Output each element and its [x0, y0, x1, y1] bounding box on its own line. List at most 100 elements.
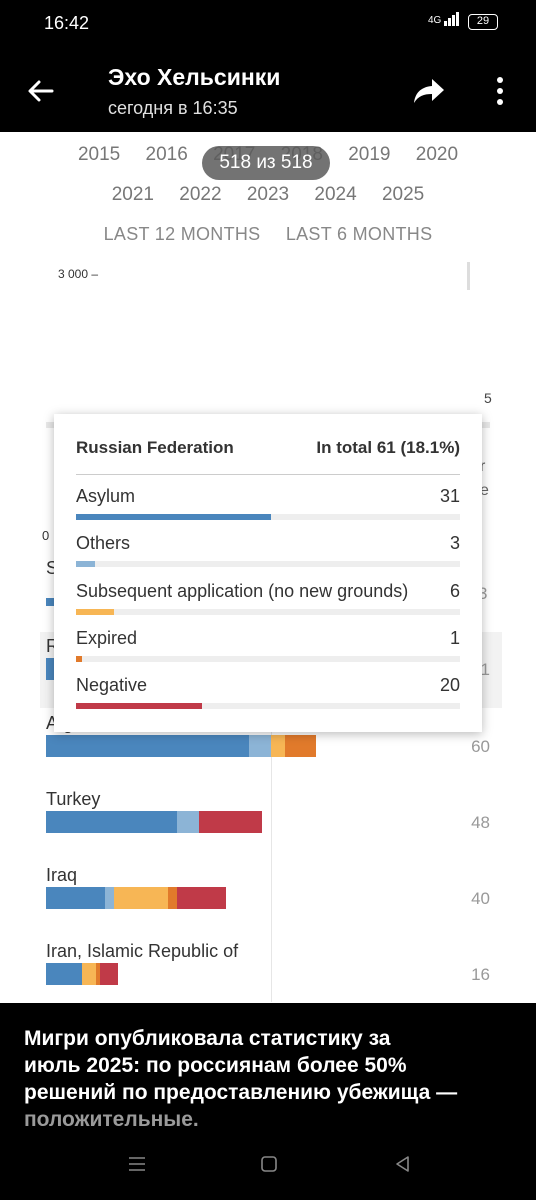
tooltip-fill — [76, 609, 114, 615]
period-last-12-months[interactable]: LAST 12 MONTHS — [103, 224, 261, 244]
axis-line — [467, 262, 470, 290]
year-option[interactable]: 2021 — [111, 184, 155, 205]
tooltip-track — [76, 703, 460, 709]
row-label: Iran, Islamic Republic of — [46, 941, 239, 961]
bar-segment-subsequent[interactable] — [113, 887, 168, 909]
tooltip-item: Negative 20 — [76, 675, 460, 715]
stacked-bar[interactable] — [46, 963, 118, 985]
tooltip-fill — [76, 656, 83, 662]
partial-text: 3 — [478, 584, 488, 603]
status-time: 16:42 — [44, 13, 90, 33]
tooltip-track — [76, 656, 460, 662]
bar-segment-subsequent[interactable] — [271, 735, 285, 757]
image-counter: 518 из 518 — [202, 146, 330, 180]
tooltip-fill — [76, 561, 95, 567]
bar-segment-expired[interactable] — [284, 735, 316, 757]
period-last-6-months[interactable]: LAST 6 MONTHS — [285, 224, 433, 244]
chart-row[interactable]: Iraq 40 — [40, 861, 502, 937]
tooltip-track — [76, 514, 460, 520]
channel-title: Эхо Хельсинки — [108, 64, 281, 90]
caption-line[interactable]: положительные. — [24, 1108, 199, 1131]
year-option[interactable]: 2024 — [314, 184, 357, 205]
year-option[interactable]: 2025 — [381, 184, 425, 205]
divider — [76, 474, 460, 475]
bar-segment-subsequent[interactable] — [82, 963, 96, 985]
tooltip-item-label: Others — [76, 533, 131, 553]
share-icon[interactable] — [412, 76, 446, 106]
partial-text: r — [480, 458, 486, 475]
tooltip-item-value: 20 — [439, 675, 460, 695]
tooltip-item: Expired 1 — [76, 628, 460, 668]
tooltip-fill — [76, 514, 272, 520]
bar-segment-negative[interactable] — [199, 811, 262, 833]
tooltip-country: Russian Federation — [76, 438, 234, 457]
tooltip-item-value: 1 — [449, 628, 460, 648]
chart-row[interactable]: Iran, Islamic Republic of 16 — [40, 937, 502, 1003]
bar-segment-expired[interactable] — [95, 963, 100, 985]
tooltip-fill — [76, 703, 202, 709]
tooltip-item-label: Negative — [76, 675, 148, 695]
row-total: 40 — [471, 889, 490, 908]
caption-line: июль 2025: по россиянам более 50% — [24, 1054, 407, 1077]
tooltip-item: Others 3 — [76, 533, 460, 573]
bar-segment-asylum[interactable] — [46, 811, 177, 833]
caption-line: решений по предоставлению убежища — — [24, 1081, 458, 1104]
back-arrow-icon[interactable] — [24, 74, 58, 108]
tooltip-item-label: Expired — [76, 628, 138, 648]
axis-tick-label: 3 000 – — [58, 267, 99, 281]
bar-segment-others[interactable] — [248, 735, 271, 757]
post-image[interactable]: 2015 2016 2017 2018 2019 2020 2021 2022 … — [0, 132, 536, 1003]
partial-text: 5 — [484, 390, 492, 406]
period-selector: LAST 12 MONTHS LAST 6 MONTHS — [0, 224, 536, 245]
recent-apps-icon[interactable] — [126, 1153, 148, 1175]
system-nav-bar — [0, 1133, 536, 1200]
bar-segment-asylum[interactable] — [46, 963, 82, 985]
row-total: 16 — [471, 965, 490, 984]
year-option[interactable]: 2016 — [145, 144, 188, 165]
stacked-bar[interactable] — [46, 887, 226, 909]
signal-icon: 4G — [428, 12, 460, 26]
tooltip-item-label: Subsequent application (no new grounds) — [76, 581, 409, 601]
battery-icon: 29 — [468, 14, 498, 30]
year-option[interactable]: 2015 — [77, 144, 121, 165]
tooltip-total: In total 61 (18.1%) — [316, 438, 460, 457]
tooltip-item-value: 31 — [439, 486, 460, 506]
tooltip-item-value: 6 — [449, 581, 460, 601]
home-icon[interactable] — [258, 1153, 280, 1175]
post-timestamp: сегодня в 16:35 — [108, 98, 238, 118]
chart-gridline — [271, 602, 272, 1002]
tooltip-item: Asylum 31 — [76, 486, 460, 526]
top-app-bar: Эхо Хельсинки сегодня в 16:35 — [0, 50, 536, 132]
battery-level: 29 — [476, 15, 490, 27]
stacked-bar[interactable] — [46, 811, 262, 833]
bar-segment-negative[interactable] — [100, 963, 118, 985]
year-selector-row2: 2021 2022 2023 2024 2025 — [0, 184, 536, 206]
year-option[interactable]: 2019 — [348, 144, 391, 165]
tooltip-item-value: 3 — [449, 533, 460, 553]
year-option[interactable]: 2020 — [415, 144, 459, 165]
bar-segment-negative[interactable] — [176, 887, 226, 909]
row-total: 60 — [471, 737, 490, 756]
tooltip-item: Subsequent application (no new grounds) 6 — [76, 581, 460, 621]
back-icon[interactable] — [392, 1153, 414, 1175]
row-total: 48 — [471, 813, 490, 832]
bar-segment-asylum[interactable] — [46, 887, 105, 909]
year-option[interactable]: 2023 — [246, 184, 290, 205]
stacked-bar[interactable] — [46, 735, 316, 757]
bar-segment-asylum[interactable] — [46, 735, 249, 757]
post-caption: Мигри опубликовала статистику за июль 20… — [0, 1003, 536, 1133]
row-label: Turkey — [46, 789, 101, 809]
tooltip-track — [76, 609, 460, 615]
partial-text: e — [480, 482, 489, 499]
bar-segment-others[interactable] — [176, 811, 199, 833]
year-option[interactable]: 2022 — [179, 184, 222, 205]
status-bar: 16:42 4G 29 — [0, 0, 536, 50]
caption-line: Мигри опубликовала статистику за — [24, 1027, 391, 1050]
tooltip-track — [76, 561, 460, 567]
partial-text: 0 — [42, 528, 50, 543]
bar-segment-expired[interactable] — [167, 887, 177, 909]
more-options-icon[interactable] — [488, 74, 512, 108]
row-label: Iraq — [46, 865, 78, 885]
bar-segment-others[interactable] — [104, 887, 114, 909]
chart-row[interactable]: Turkey 48 — [40, 785, 502, 861]
